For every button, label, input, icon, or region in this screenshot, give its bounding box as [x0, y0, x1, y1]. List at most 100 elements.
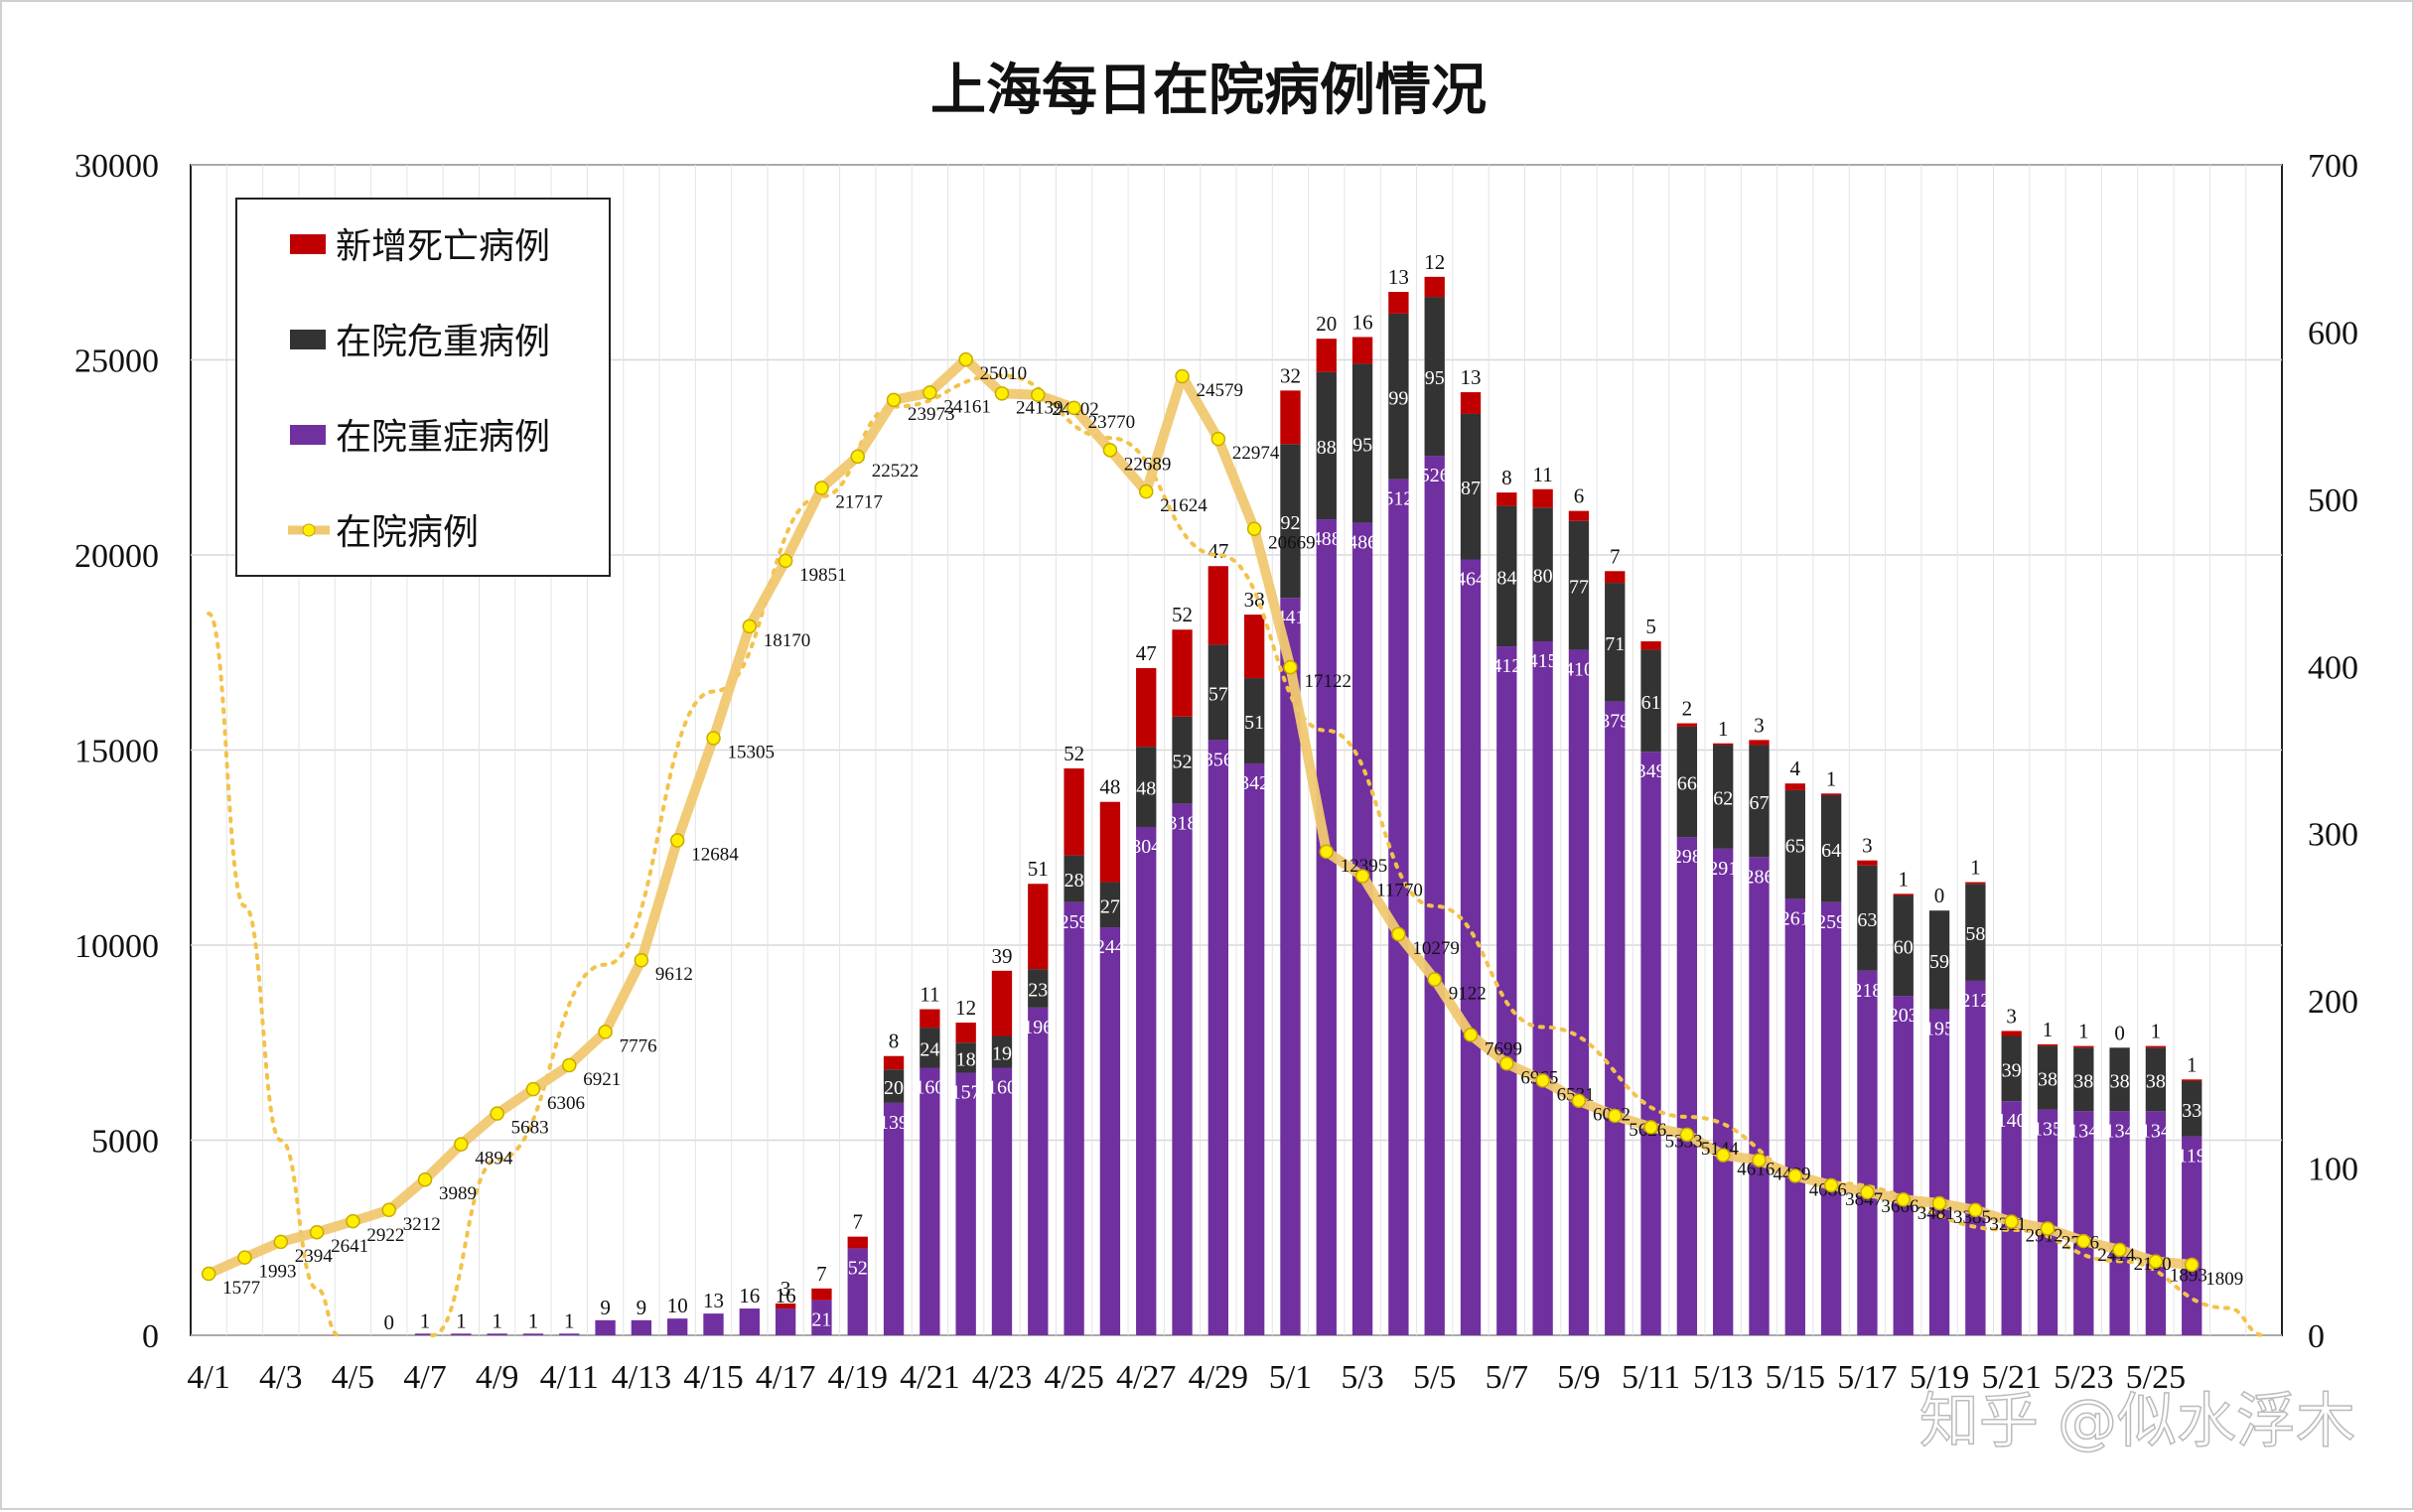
- hospitalized-point: [706, 731, 721, 746]
- severe-value-label: 349: [1636, 760, 1666, 782]
- x-tick-label: 5/23: [2054, 1359, 2113, 1396]
- critical-value-label: 95: [1352, 434, 1372, 456]
- critical-value-label: 67: [1750, 792, 1770, 814]
- x-tick-label: 4/11: [540, 1359, 599, 1396]
- bar-severe: [1784, 898, 1805, 1335]
- bar-deaths: [811, 1288, 832, 1301]
- bar-deaths: [1243, 615, 1265, 679]
- trend-curve-early: [207, 611, 341, 1337]
- hospitalized-point: [958, 351, 973, 367]
- hospitalized-value-label: 3481: [1917, 1203, 1955, 1224]
- bar-deaths: [1676, 723, 1698, 727]
- x-tick-label: 5/17: [1837, 1359, 1897, 1396]
- y-right-tick-label: 600: [2308, 315, 2358, 351]
- x-tick-label: 4/3: [259, 1359, 302, 1396]
- bar-deaths: [1713, 743, 1734, 746]
- hospitalized-point: [1752, 1153, 1767, 1168]
- x-tick-label: 5/11: [1622, 1359, 1680, 1396]
- severe-value-label: 196: [1023, 1017, 1053, 1038]
- bar-critical: [2001, 1035, 2022, 1102]
- hospitalized-point: [2148, 1254, 2164, 1269]
- hospitalized-point: [2040, 1221, 2056, 1236]
- x-tick-label: 4/7: [403, 1359, 446, 1396]
- hospitalized-value-label: 1893: [2170, 1266, 2207, 1287]
- hospitalized-value-label: 23770: [1088, 412, 1136, 433]
- bar-deaths: [1172, 629, 1193, 717]
- deaths-value-label: 32: [1280, 363, 1301, 387]
- hospitalized-point: [1463, 1028, 1479, 1042]
- bar-severe: [1460, 559, 1482, 1335]
- bar-deaths: [1496, 492, 1517, 506]
- severe-value-label: 0: [383, 1310, 394, 1334]
- severe-value-label: 259: [1060, 911, 1089, 933]
- x-tick-label: 4/23: [972, 1359, 1032, 1396]
- hospitalized-value-label: 24579: [1197, 380, 1244, 401]
- bar-critical: [1532, 507, 1553, 642]
- severe-value-label: 212: [1960, 990, 1990, 1012]
- severe-value-label: 304: [1131, 836, 1161, 858]
- hospitalized-value-label: 25010: [980, 363, 1027, 384]
- bar-deaths: [2073, 1045, 2094, 1048]
- bar-deaths: [1784, 783, 1805, 790]
- bar-severe: [1605, 701, 1626, 1335]
- deaths-value-label: 3: [1862, 834, 1873, 858]
- y-right-tick-label: 700: [2308, 148, 2358, 185]
- severe-value-label: 486: [1348, 531, 1377, 553]
- critical-value-label: 99: [1388, 387, 1408, 409]
- bar-severe: [1568, 649, 1590, 1335]
- bar-critical: [1460, 413, 1482, 560]
- hospitalized-value-label: 19851: [799, 565, 847, 586]
- hospitalized-point: [2112, 1242, 2127, 1258]
- axes-group: 0500010000150002000025000300000100200300…: [74, 148, 2358, 1396]
- hospitalized-point: [490, 1106, 504, 1121]
- hospitalized-value-label: 24161: [943, 396, 991, 417]
- y-left-tick-label: 20000: [74, 538, 159, 575]
- x-tick-label: 4/15: [683, 1359, 743, 1396]
- bar-severe: [1424, 456, 1445, 1336]
- hospitalized-value-label: 2922: [366, 1225, 404, 1246]
- hospitalized-value-label: 7699: [1485, 1038, 1522, 1059]
- hospitalized-point: [237, 1250, 252, 1265]
- bar-critical: [955, 1042, 976, 1073]
- deaths-value-label: 8: [1501, 466, 1512, 489]
- bar-deaths: [847, 1236, 868, 1249]
- bar-severe: [559, 1333, 580, 1335]
- deaths-value-label: 3: [1754, 713, 1765, 737]
- hospitalized-value-label: 1577: [222, 1278, 260, 1299]
- critical-value-label: 87: [1461, 478, 1481, 499]
- bar-severe: [2145, 1111, 2167, 1335]
- bar-deaths: [1640, 641, 1661, 650]
- critical-value-label: 19: [992, 1043, 1012, 1065]
- bar-deaths: [2182, 1079, 2202, 1081]
- y-right-tick-label: 200: [2308, 984, 2358, 1021]
- bar-deaths: [1388, 292, 1409, 314]
- critical-value-label: 38: [2073, 1070, 2093, 1092]
- deaths-value-label: 12: [1424, 250, 1445, 274]
- critical-value-label: 65: [1785, 836, 1805, 858]
- hospitalized-value-label: 5683: [511, 1118, 549, 1139]
- hospitalized-value-label: 20669: [1268, 533, 1316, 554]
- bar-severe: [1820, 901, 1842, 1335]
- hospitalized-point: [346, 1213, 360, 1229]
- bar-severe: [2109, 1111, 2130, 1335]
- legend-swatch-severe: [290, 425, 326, 445]
- bar-critical: [1028, 969, 1049, 1008]
- bar-critical: [2109, 1047, 2130, 1112]
- y-right-tick-label: 300: [2308, 817, 2358, 854]
- deaths-value-label: 11: [920, 983, 939, 1007]
- bar-severe: [1207, 740, 1229, 1335]
- hospitalized-point: [1319, 844, 1335, 860]
- bar-severe: [1316, 519, 1337, 1335]
- x-tick-label: 5/5: [1413, 1359, 1456, 1396]
- bar-severe: [1136, 826, 1157, 1335]
- watermark: 知乎 @似水浮木: [1919, 1387, 2355, 1456]
- hospitalized-point: [1138, 483, 1154, 499]
- severe-value-label: 464: [1456, 568, 1486, 590]
- critical-value-label: 95: [1425, 367, 1445, 389]
- hospitalized-point: [850, 449, 865, 465]
- y-left-tick-label: 30000: [74, 148, 159, 185]
- severe-value-label: 21: [811, 1309, 831, 1331]
- legend-marker-hospitalized: [302, 523, 316, 537]
- bar-deaths: [2001, 1031, 2022, 1036]
